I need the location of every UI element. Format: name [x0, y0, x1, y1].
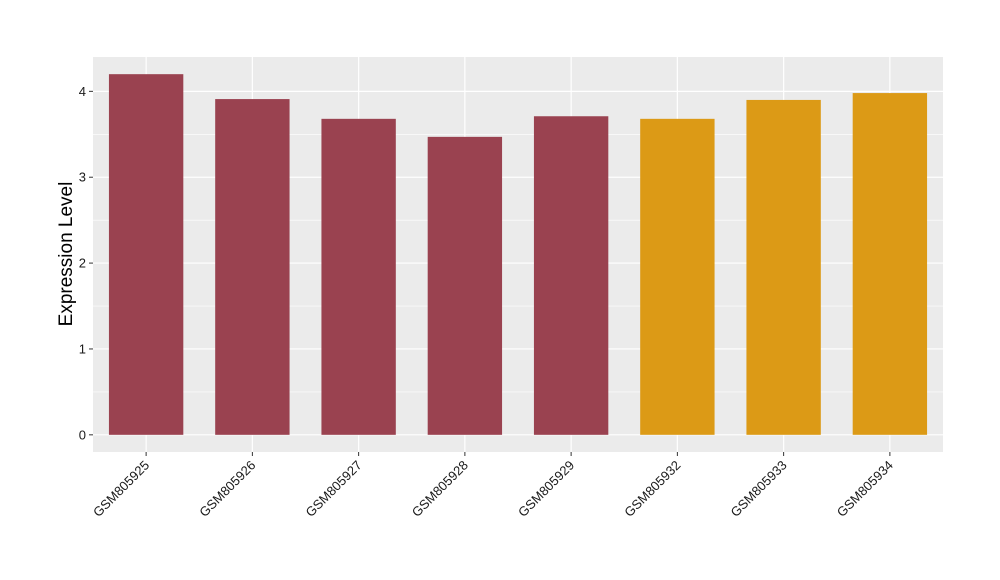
bar-GSM805932	[640, 118, 715, 435]
x-tick-label: GSM805932	[621, 458, 683, 520]
y-tick-label: 1	[79, 341, 86, 356]
x-tick-label: GSM805926	[196, 458, 258, 520]
y-tick-label: 2	[79, 256, 86, 271]
x-tick-label: GSM805934	[834, 458, 896, 520]
y-axis-ticks: 0 1 2 3 4	[79, 84, 93, 442]
bar-GSM805925	[108, 74, 184, 435]
x-tick-label: GSM805929	[515, 458, 577, 520]
bars	[108, 74, 928, 435]
bar-GSM805928	[427, 136, 503, 435]
bar-GSM805926	[215, 99, 290, 435]
x-tick-label: GSM805933	[728, 458, 790, 520]
y-tick-label: 3	[79, 170, 86, 185]
bar-GSM805929	[533, 116, 609, 435]
y-tick-label: 0	[79, 427, 86, 442]
y-axis-title: Expression Level	[56, 182, 77, 327]
y-tick-label: 4	[79, 84, 86, 99]
x-tick-label: GSM805927	[303, 458, 365, 520]
x-axis-ticks: GSM805925 GSM805926 GSM805927 GSM805928 GSM8…	[90, 452, 896, 520]
bar-GSM805927	[321, 118, 396, 435]
bar-GSM805933	[746, 99, 821, 435]
x-tick-label: GSM805925	[90, 458, 152, 520]
x-tick-label: GSM805928	[409, 458, 471, 520]
bar-GSM805934	[852, 93, 928, 435]
